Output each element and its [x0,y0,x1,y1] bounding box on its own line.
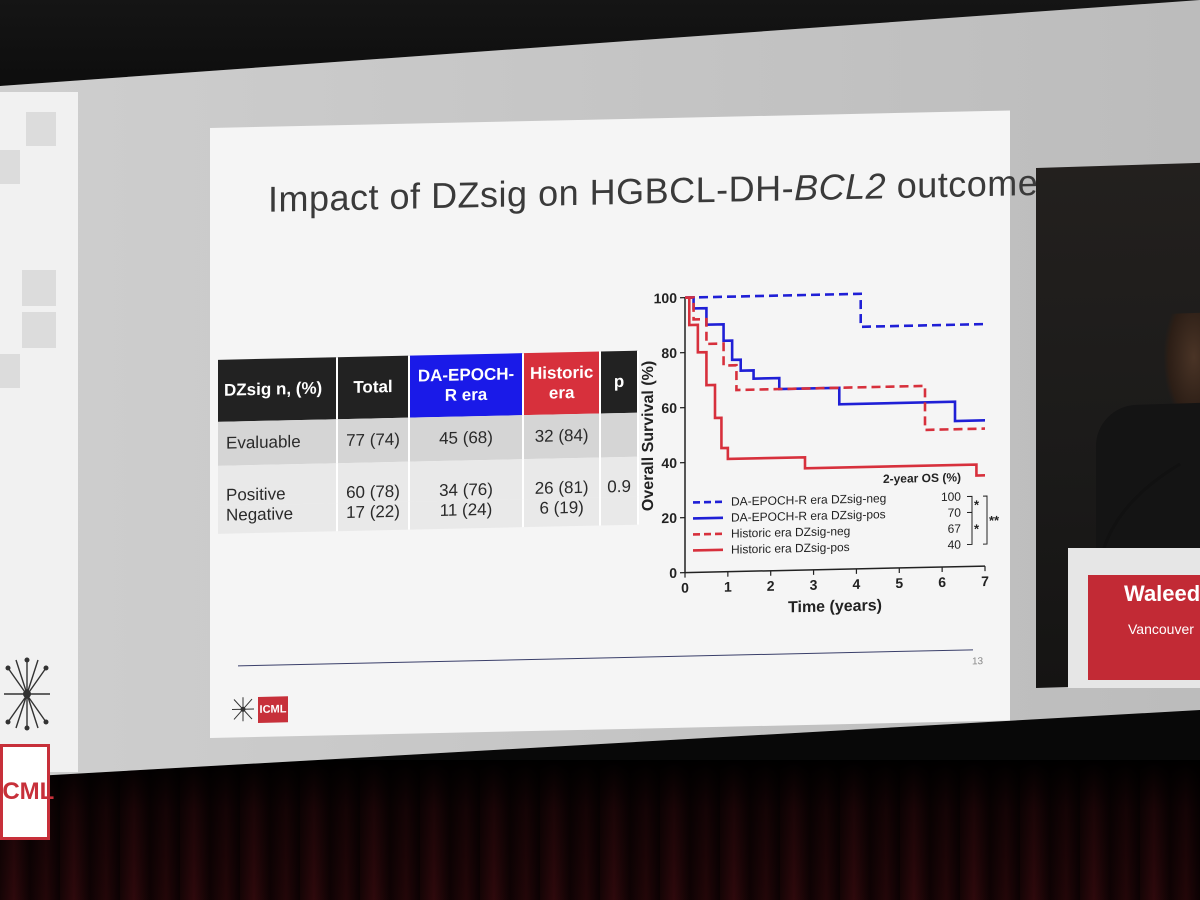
legend-swatch [693,548,723,552]
legend-os2-value: 100 [941,490,961,504]
x-tick-label: 7 [981,573,989,589]
x-tick-label: 5 [895,575,903,591]
legend-os2-value: 40 [948,538,962,552]
legend-os2-value: 70 [948,506,962,520]
cell-total: 17 (22) [337,501,409,532]
legend-title: 2-year OS (%) [883,470,961,486]
deco-square [22,312,56,348]
legend-swatch [693,500,723,504]
sig-marker: * [974,521,980,536]
microphone-icon [1102,462,1181,549]
cell-da: 34 (76) [409,459,523,502]
y-tick-label: 60 [661,400,677,416]
legend-label: DA-EPOCH-R era DZsig-pos [731,507,886,524]
cell-da: 45 (68) [409,415,523,462]
cell-historic: 6 (19) [523,497,601,528]
footer-logo: ICML [230,694,290,725]
legend-swatch [693,532,723,536]
cell-da: 11 (24) [409,499,523,530]
legend-label: Historic era DZsig-neg [731,524,850,541]
x-tick-label: 1 [724,579,732,595]
legend-label: DA-EPOCH-R era DZsig-neg [731,491,886,508]
x-tick-label: 0 [681,580,689,596]
km-curve-1 [685,292,985,329]
legend-swatch [693,516,723,520]
deco-square [22,270,56,306]
sig-marker: ** [989,513,1000,528]
y-tick-label: 0 [669,565,677,581]
deco-square [0,150,20,184]
curtain-shadow [0,760,1200,900]
icml-logo: ICML [0,744,54,840]
network-logo-icon [232,697,254,722]
sig-marker: * [974,497,980,512]
cell-historic: 26 (81) [523,457,601,500]
cell-historic: 32 (84) [523,413,601,460]
legend-os2-value: 67 [948,522,962,536]
x-tick-label: 6 [938,574,946,590]
header-total: Total [337,355,409,420]
cell-label: Evaluable [218,419,337,466]
table-header-row: DZsig n, (%) Total DA-EPOCH-R era Histor… [218,350,638,422]
km-curve-2 [685,296,985,423]
icml-badge: ICML [258,696,288,723]
cell-label: Positive [218,463,337,506]
header-dzsig: DZsig n, (%) [218,357,337,422]
main-slide: Impact of DZsig on HGBCL-DH-BCL2 outcome… [210,110,1170,738]
sig-bracket-3 [983,495,988,545]
x-axis [685,565,985,574]
x-tick-label: 2 [767,578,775,594]
y-tick-label: 80 [661,345,677,361]
left-side-slide: ICML [0,92,78,840]
dzsig-table: DZsig n, (%) Total DA-EPOCH-R era Histor… [218,350,639,534]
deco-square [0,354,20,388]
sig-bracket-1 [967,495,973,513]
cell-total: 77 (74) [337,417,409,464]
speaker-name: Waleed [1124,581,1200,606]
speaker-location: Vancouver [1128,621,1194,637]
km-curve-3 [685,296,985,432]
speaker-nameplate: Waleed Vancouver [1088,575,1200,680]
x-tick-label: 3 [810,577,818,593]
cell-label: Negative [218,503,337,534]
network-logo-icon [4,657,50,731]
x-axis-label: Time (years) [788,597,882,616]
sig-bracket-2 [967,511,973,545]
cell-total: 60 (78) [337,461,409,504]
y-tick-label: 20 [661,510,677,526]
header-da-epoch: DA-EPOCH-R era [409,353,523,418]
y-axis-label: Overall Survival (%) [640,361,657,512]
footer-rule [238,649,973,667]
header-historic: Historic era [523,351,601,416]
y-tick-label: 100 [654,290,678,307]
deco-square [26,112,56,146]
page-number: 13 [972,656,984,668]
y-tick-label: 40 [661,455,677,471]
legend-label: Historic era DZsig-pos [731,540,850,557]
x-tick-label: 4 [853,576,861,592]
km-curve-4 [685,296,985,477]
